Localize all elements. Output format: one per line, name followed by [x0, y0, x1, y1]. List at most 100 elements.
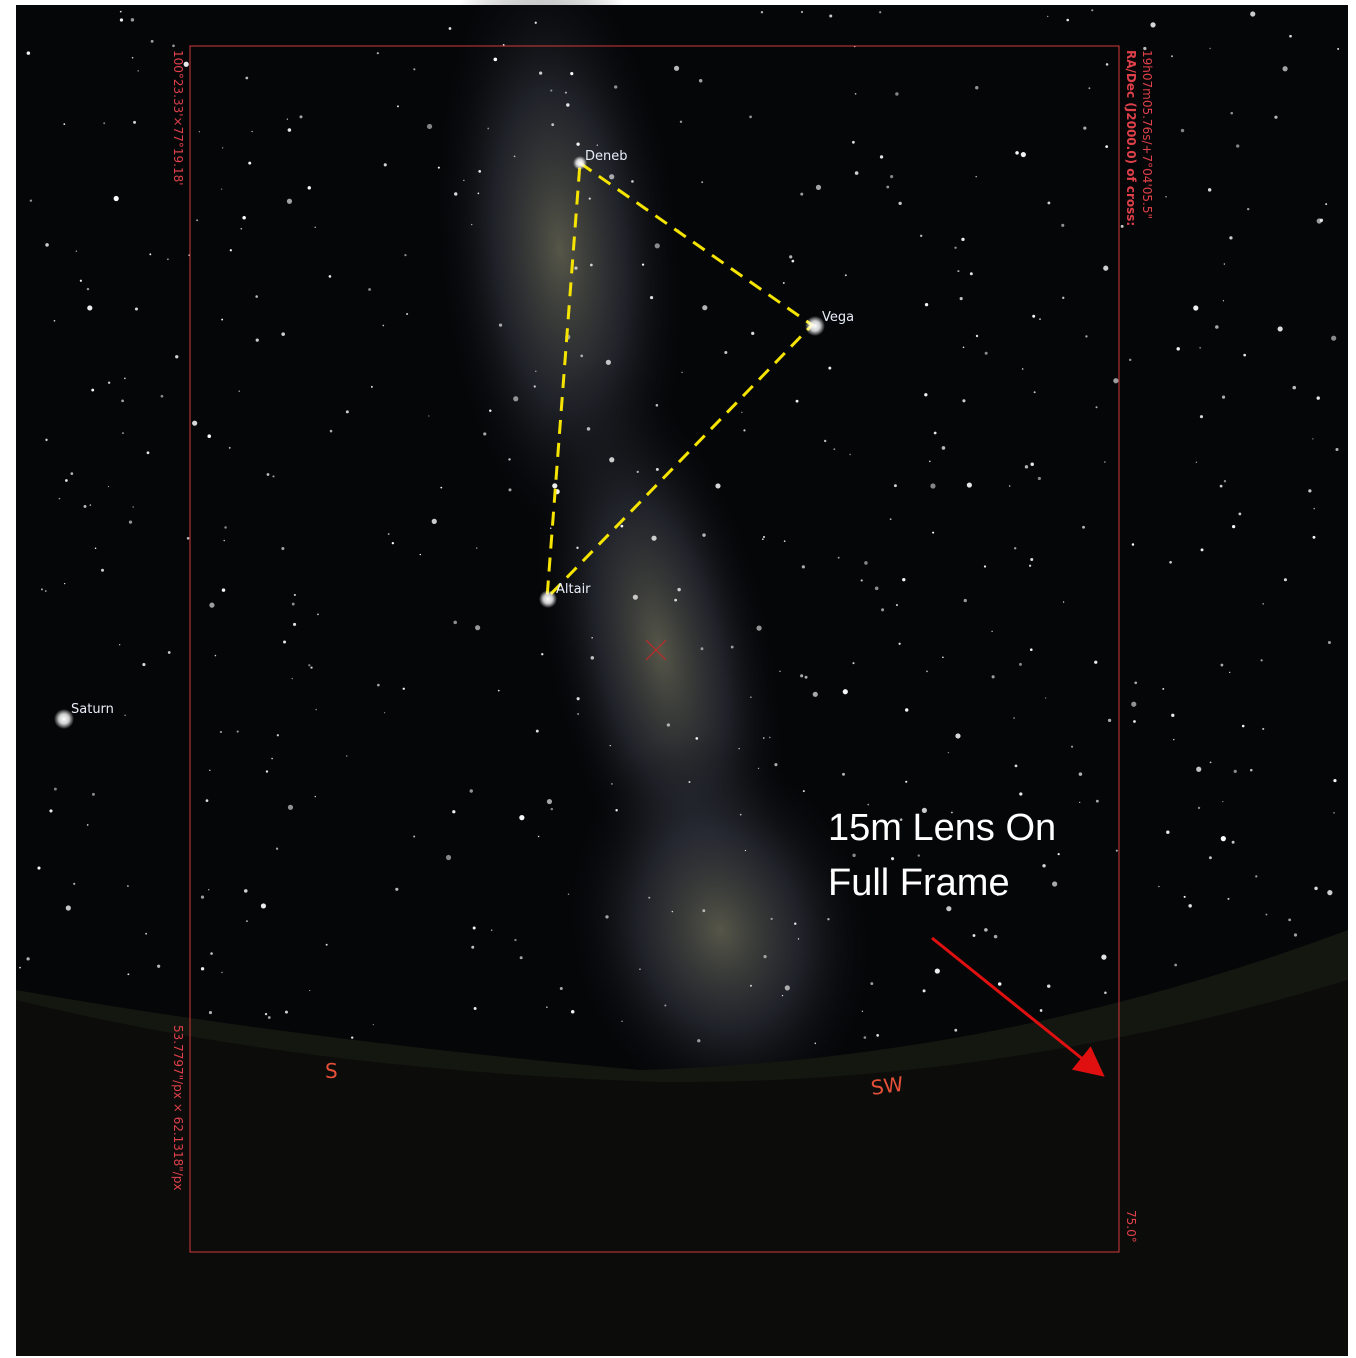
star: [591, 636, 593, 639]
star: [122, 432, 124, 434]
star: [814, 1042, 817, 1045]
star: [605, 915, 609, 919]
star: [172, 44, 175, 48]
star: [895, 92, 899, 96]
star: [240, 227, 243, 230]
star: [984, 928, 988, 932]
star: [476, 547, 478, 549]
star: [200, 967, 205, 971]
star: [1312, 438, 1314, 440]
treeline: [16, 930, 1348, 1083]
star: [1219, 484, 1223, 488]
star: [664, 1004, 667, 1007]
star: [307, 186, 311, 190]
star: [91, 388, 95, 392]
star: [1289, 34, 1292, 38]
star: [1070, 745, 1074, 748]
star: [681, 371, 683, 374]
star: [899, 818, 903, 821]
star: [950, 811, 953, 814]
star: [867, 803, 870, 806]
star: [382, 324, 385, 327]
star: [955, 733, 961, 739]
star: [487, 127, 490, 130]
star: [1312, 535, 1316, 539]
star: [666, 723, 671, 727]
star: [1207, 188, 1212, 192]
star: [1030, 462, 1034, 467]
star: [996, 893, 999, 896]
star: [837, 556, 840, 559]
star: [245, 76, 249, 80]
star: [874, 586, 879, 591]
star: [210, 952, 213, 955]
star: [1095, 406, 1098, 409]
star: [58, 497, 61, 500]
star: [124, 714, 126, 717]
star: [926, 670, 928, 673]
star: [679, 120, 683, 124]
star: [1220, 836, 1226, 842]
star: [697, 1039, 701, 1043]
star: [40, 588, 43, 591]
star: [127, 973, 130, 976]
star: [113, 195, 119, 202]
star: [224, 526, 227, 529]
star: [1166, 830, 1170, 834]
star: [854, 171, 859, 175]
star: [962, 399, 966, 403]
star: [428, 415, 430, 417]
star: [1061, 223, 1065, 227]
star: [1196, 766, 1202, 772]
star: [800, 192, 804, 196]
star: [1104, 461, 1106, 463]
star: [214, 654, 217, 657]
star: [315, 708, 317, 711]
star: [898, 642, 901, 645]
star: [452, 810, 456, 814]
star: [1262, 727, 1265, 731]
star: [65, 905, 71, 911]
star: [1195, 461, 1197, 463]
star: [975, 175, 978, 178]
star: [402, 687, 405, 690]
star: [119, 18, 124, 22]
star: [196, 219, 198, 222]
star: [805, 316, 825, 336]
star: [1173, 738, 1175, 741]
star: [1128, 358, 1132, 362]
star: [186, 537, 190, 540]
star: [276, 734, 279, 737]
star: [620, 524, 624, 528]
star: [79, 279, 82, 282]
star: [1277, 326, 1283, 332]
star: [267, 1016, 271, 1019]
milky-way: [427, 0, 883, 1128]
star: [870, 982, 874, 985]
star: [1223, 263, 1225, 265]
star: [387, 533, 390, 535]
star: [1333, 812, 1335, 814]
star: [954, 246, 957, 249]
star: [1193, 305, 1199, 311]
star: [1165, 195, 1167, 198]
star: [229, 249, 232, 252]
star: [1250, 11, 1256, 17]
star: [146, 451, 150, 455]
star: [546, 798, 553, 805]
star: [286, 198, 293, 204]
star: [53, 787, 57, 791]
star: [145, 932, 148, 935]
star: [550, 89, 553, 92]
star: [1331, 335, 1337, 341]
star: [1249, 768, 1253, 772]
star: [1262, 602, 1265, 605]
star: [573, 156, 587, 170]
star: [1088, 87, 1091, 90]
star: [567, 893, 570, 895]
star: [1319, 218, 1324, 223]
star: [550, 527, 552, 529]
star: [609, 745, 611, 747]
star: [1197, 806, 1201, 810]
star: [157, 964, 161, 968]
